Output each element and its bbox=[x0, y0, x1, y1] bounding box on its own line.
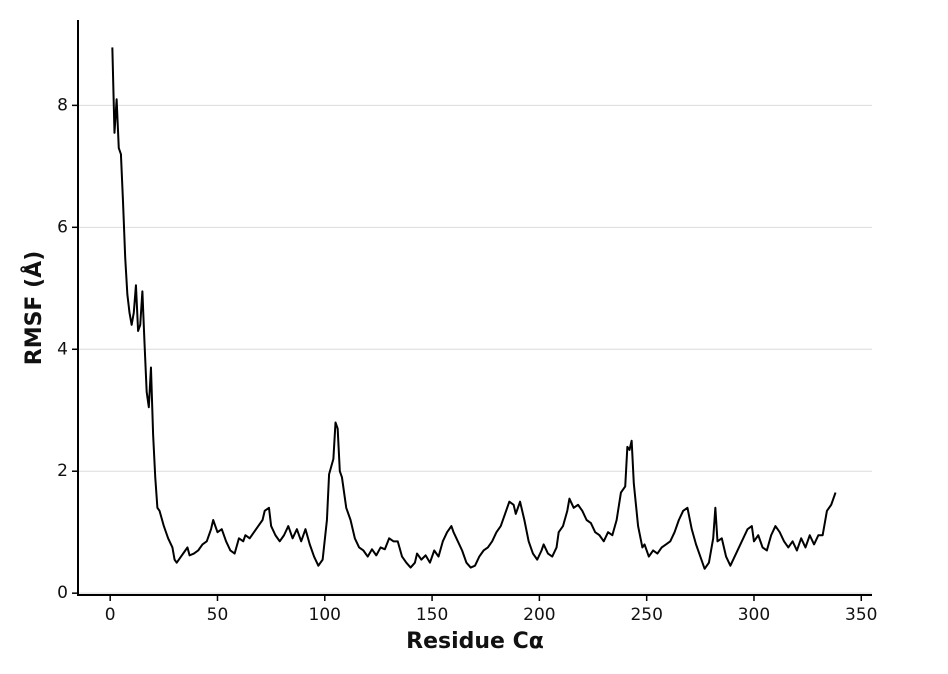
x-tick-label: 250 bbox=[630, 605, 662, 625]
y-tick-label: 6 bbox=[57, 217, 68, 237]
y-tick-label: 2 bbox=[57, 461, 68, 481]
x-tick-label: 200 bbox=[523, 605, 555, 625]
y-tick-label: 4 bbox=[57, 339, 68, 359]
x-tick-label: 150 bbox=[416, 605, 448, 625]
x-tick-label: 50 bbox=[207, 605, 229, 625]
x-axis-label: Residue Cα bbox=[406, 629, 544, 654]
x-tick-label: 350 bbox=[845, 605, 877, 625]
x-tick-label: 100 bbox=[309, 605, 341, 625]
y-axis-label: RMSF (Å) bbox=[21, 251, 47, 366]
x-tick-label: 300 bbox=[738, 605, 770, 625]
rmsf-line bbox=[111, 47, 837, 570]
y-tick-label: 8 bbox=[57, 95, 68, 115]
x-tick-label: 0 bbox=[105, 605, 116, 625]
y-tick-label: 0 bbox=[57, 583, 68, 603]
